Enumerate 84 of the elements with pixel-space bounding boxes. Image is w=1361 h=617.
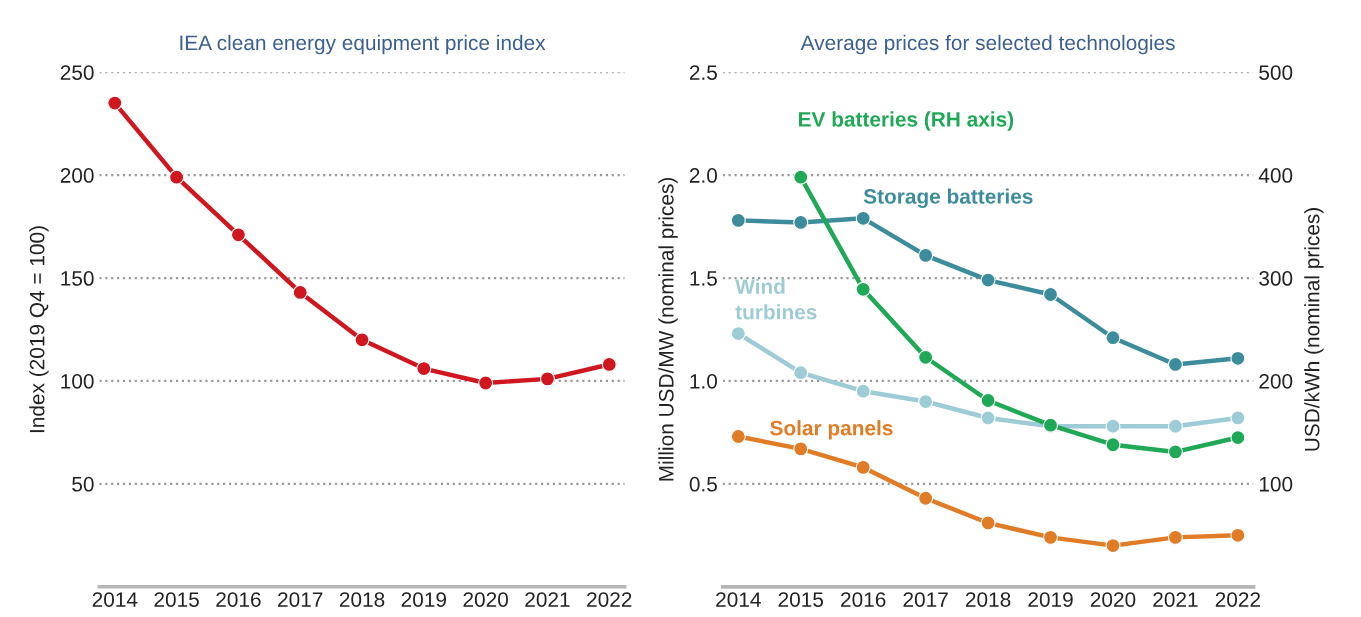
x-tick-label: 2022 <box>1215 592 1260 607</box>
x-tick-label: 2015 <box>154 592 199 607</box>
point <box>1230 410 1246 426</box>
point <box>730 429 746 445</box>
point <box>980 515 996 531</box>
point <box>1105 330 1121 346</box>
x-tick-label: 2022 <box>587 592 632 607</box>
y-tick-label: 1.5 <box>690 271 717 286</box>
chart-title: Average prices for selected technologies <box>800 34 1175 55</box>
point <box>478 375 494 391</box>
point <box>169 169 185 185</box>
point <box>918 490 934 506</box>
x-tick-label: 2017 <box>903 592 948 607</box>
y-axis-title: Index (2019 Q4 = 100) <box>29 226 49 433</box>
x-tick-label: 2014 <box>716 592 761 607</box>
x-tick-label: 2018 <box>965 592 1011 607</box>
point <box>793 441 809 457</box>
point <box>539 371 555 387</box>
x-tick-label: 2020 <box>463 592 508 607</box>
point <box>1167 356 1183 372</box>
x-tick-label: 2021 <box>1153 592 1198 607</box>
series-label: Solar panels <box>770 420 893 440</box>
point <box>980 272 996 288</box>
y2-tick-label: 500 <box>1259 65 1293 80</box>
y-tick-label: 200 <box>60 168 94 183</box>
point <box>855 210 871 226</box>
y-tick-label: 2.0 <box>689 168 718 183</box>
point <box>1230 350 1246 366</box>
point <box>416 361 432 377</box>
x-tick-label: 2019 <box>401 592 447 607</box>
series-label: EV batteries (RH axis) <box>799 111 1014 131</box>
point <box>230 227 246 243</box>
point <box>601 356 617 372</box>
y-tick-label: 0.5 <box>689 476 717 492</box>
x-tick-label: 2020 <box>1090 592 1136 607</box>
x-tick-label: 2018 <box>339 592 385 607</box>
x-tick-label: 2016 <box>216 592 261 607</box>
point <box>1105 418 1121 434</box>
point <box>354 332 370 348</box>
point <box>1167 418 1183 434</box>
point <box>1230 430 1246 446</box>
point <box>855 281 871 297</box>
point <box>793 169 809 185</box>
x-tick-label: 2021 <box>525 592 570 607</box>
point <box>980 410 996 426</box>
series-label: Storage batteries <box>863 188 1033 209</box>
point <box>1167 444 1183 460</box>
point <box>1167 529 1183 545</box>
y-tick-label: 150 <box>61 271 94 286</box>
point <box>855 383 871 399</box>
point <box>1043 529 1059 545</box>
x-tick-label: 2015 <box>778 592 824 607</box>
x-tick-label: 2016 <box>841 592 886 607</box>
point <box>855 459 871 475</box>
chart-title: IEA clean energy equipment price index <box>180 34 546 55</box>
point <box>980 392 996 408</box>
point <box>730 212 746 228</box>
point <box>918 349 934 365</box>
y2-axis-title: USD/kWh (nominal prices) <box>1304 208 1324 451</box>
y-tick-label: 2.5 <box>689 65 717 80</box>
point <box>107 95 123 111</box>
point <box>1230 527 1246 543</box>
y-tick-label: 250 <box>60 65 94 80</box>
point <box>730 326 746 342</box>
point <box>793 214 809 230</box>
x-tick-label: 2014 <box>92 592 138 607</box>
y-axis-title: Million USD/MW (nominal prices) <box>658 177 678 481</box>
point <box>793 365 809 381</box>
point <box>1043 286 1059 302</box>
point <box>1105 538 1121 554</box>
point <box>918 394 934 410</box>
x-tick-label: 2017 <box>278 592 323 607</box>
point <box>1105 437 1121 453</box>
y2-tick-label: 300 <box>1259 271 1293 286</box>
y-tick-label: 50 <box>72 476 94 492</box>
x-tick-label: 2019 <box>1028 592 1073 607</box>
y2-tick-label: 400 <box>1258 168 1293 183</box>
series-label: Wind turbines <box>735 278 817 320</box>
point <box>292 284 308 300</box>
y-tick-label: 1.0 <box>690 373 718 389</box>
y2-tick-label: 100 <box>1259 476 1293 492</box>
y2-tick-label: 200 <box>1259 373 1293 389</box>
y-tick-label: 100 <box>61 373 94 389</box>
point <box>918 247 934 263</box>
